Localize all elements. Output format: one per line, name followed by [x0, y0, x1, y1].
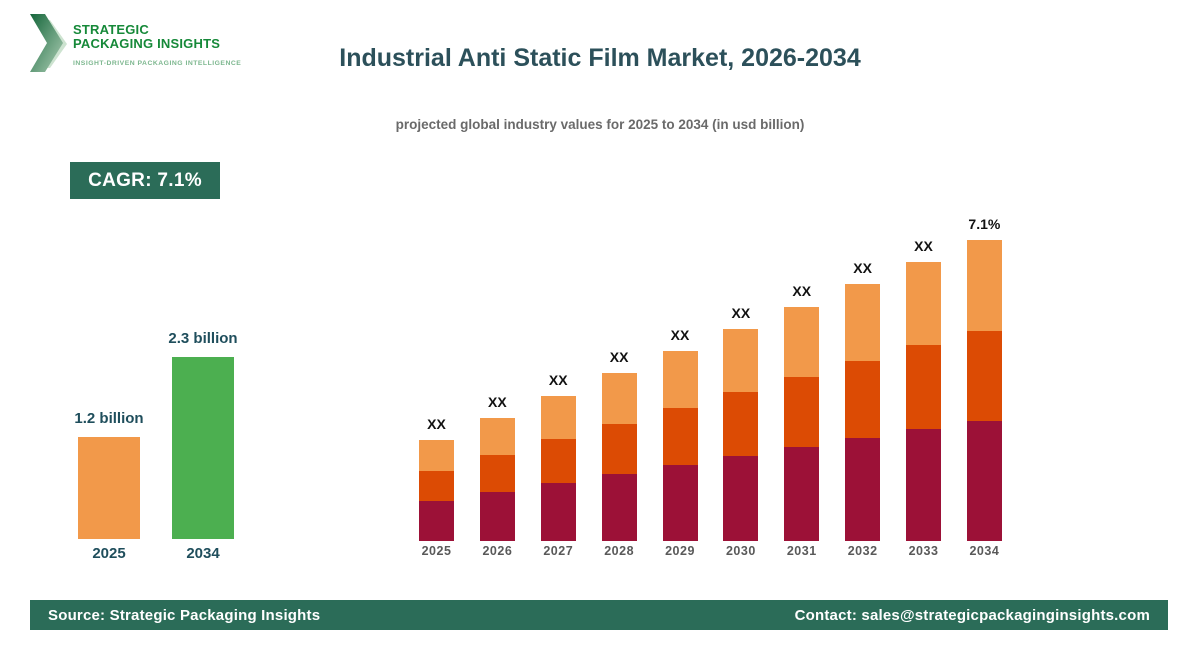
top-segment — [845, 284, 881, 361]
stacked-bar-group: XX 2026 — [479, 200, 515, 558]
middle-segment — [419, 471, 454, 501]
stacked-bar-value-label: XX — [488, 394, 507, 410]
page-subtitle: projected global industry values for 202… — [395, 117, 805, 132]
bottom-segment — [906, 429, 941, 541]
stacked-bar-year-label: 2029 — [665, 544, 695, 558]
stacked-bar-year-label: 2030 — [725, 544, 756, 558]
mini-bar-year-label: 2034 — [186, 545, 220, 562]
stacked-bar-value-label: XX — [731, 305, 751, 321]
bottom-segment — [419, 501, 454, 541]
stacked-bar-year-label: 2027 — [543, 544, 574, 558]
stacked-bar — [784, 307, 820, 541]
brand-name-line1: STRATEGIC — [73, 22, 149, 37]
middle-segment — [540, 439, 576, 483]
stacked-bar-value-label: XX — [548, 372, 568, 388]
stacked-bar — [723, 329, 759, 541]
brand-logo-text: STRATEGIC PACKAGING INSIGHTS INSIGHT-DRI… — [73, 12, 242, 68]
bottom-segment — [540, 483, 576, 541]
bottom-segment — [479, 492, 515, 541]
middle-segment — [662, 408, 698, 465]
stacked-bar-group: XX 2027 — [540, 200, 576, 558]
footer-contact: Contact: sales@strategicpackaginginsight… — [794, 606, 1150, 624]
stacked-bar-chart: XX 2025 XX 2026 XX 2027 XX 2028 XX 2029 XX 2030 XX 20… — [419, 200, 1002, 558]
footer-bar: Source: Strategic Packaging Insights Con… — [30, 600, 1168, 630]
stacked-bar — [540, 396, 576, 541]
stacked-bar-year-label: 2034 — [969, 544, 1000, 558]
stacked-bar-year-label: 2028 — [604, 544, 635, 558]
stacked-bar-year-label: 2031 — [786, 544, 817, 558]
page-title: Industrial Anti Static Film Market, 2026… — [339, 44, 861, 72]
brand-tagline: INSIGHT-DRIVEN PACKAGING INTELLIGENCE — [73, 60, 242, 67]
stacked-bar-group: XX 2030 — [723, 200, 759, 558]
stacked-bar-year-label: 2032 — [847, 544, 878, 558]
stacked-bar — [419, 440, 454, 541]
middle-segment — [906, 345, 941, 429]
stacked-bar — [845, 284, 881, 541]
cagr-badge: CAGR: 7.1% — [70, 162, 220, 199]
middle-segment — [601, 424, 637, 474]
stacked-bar-year-label: 2025 — [421, 544, 452, 558]
top-segment — [966, 240, 1002, 331]
stacked-bar-group: XX 2029 — [662, 200, 698, 558]
bottom-segment — [784, 447, 820, 541]
stacked-bar — [479, 418, 515, 541]
middle-segment — [479, 455, 515, 492]
stacked-bar-value-label: XX — [914, 238, 933, 254]
mini-bar-value-label: 1.2 billion — [74, 410, 144, 427]
stacked-bar — [906, 262, 941, 541]
stacked-bar-value-label: XX — [609, 349, 629, 365]
mini-bar-value-label: 2.3 billion — [168, 330, 238, 347]
top-segment — [723, 329, 759, 392]
top-segment — [540, 396, 576, 439]
middle-segment — [966, 331, 1002, 421]
bottom-segment — [723, 456, 759, 541]
brand-name-line2: PACKAGING INSIGHTS — [73, 36, 221, 51]
stacked-bar-value-label: XX — [792, 283, 812, 299]
bottom-segment — [601, 474, 637, 541]
stacked-bar-group: XX 2033 — [906, 200, 941, 558]
stacked-bar-value-label: XX — [670, 327, 690, 343]
stacked-bar — [662, 351, 698, 541]
brand-logo: STRATEGIC PACKAGING INSIGHTS INSIGHT-DRI… — [30, 12, 241, 74]
middle-segment — [784, 377, 820, 447]
footer-source: Source: Strategic Packaging Insights — [48, 606, 321, 624]
stacked-bar-group: XX 2025 — [419, 200, 454, 558]
mini-bar-group: 1.2 billion 2025 — [74, 320, 143, 562]
comparison-bar-chart: 1.2 billion 2025 2.3 billion 2034 — [74, 320, 237, 562]
stacked-bar — [601, 373, 637, 541]
top-segment — [419, 440, 454, 471]
top-segment — [784, 307, 820, 377]
top-segment — [601, 373, 637, 424]
mini-bar — [78, 437, 140, 539]
mini-bar — [172, 357, 234, 539]
stacked-bar-year-label: 2033 — [908, 544, 939, 558]
top-segment — [662, 351, 698, 408]
mini-bar-group: 2.3 billion 2034 — [168, 320, 237, 562]
stacked-bar-value-label: XX — [853, 260, 872, 276]
stacked-bar-value-label: 7.1% — [968, 216, 1001, 232]
bottom-segment — [845, 438, 881, 541]
stacked-bar-value-label: XX — [427, 416, 446, 432]
double-chevron-right-icon — [30, 14, 67, 72]
middle-segment — [845, 361, 881, 438]
stacked-bar-group: XX 2032 — [845, 200, 881, 558]
mini-bar-year-label: 2025 — [92, 545, 126, 562]
top-segment — [906, 262, 941, 345]
stacked-bar-group: XX 2028 — [601, 200, 637, 558]
top-segment — [479, 418, 515, 455]
stacked-bar-group: XX 2031 — [784, 200, 820, 558]
bottom-segment — [662, 465, 698, 541]
stacked-bar-year-label: 2026 — [482, 544, 513, 558]
stacked-bar-group: 7.1% 2034 — [966, 200, 1002, 558]
stacked-bar — [966, 240, 1002, 541]
middle-segment — [723, 392, 759, 456]
bottom-segment — [966, 421, 1002, 541]
